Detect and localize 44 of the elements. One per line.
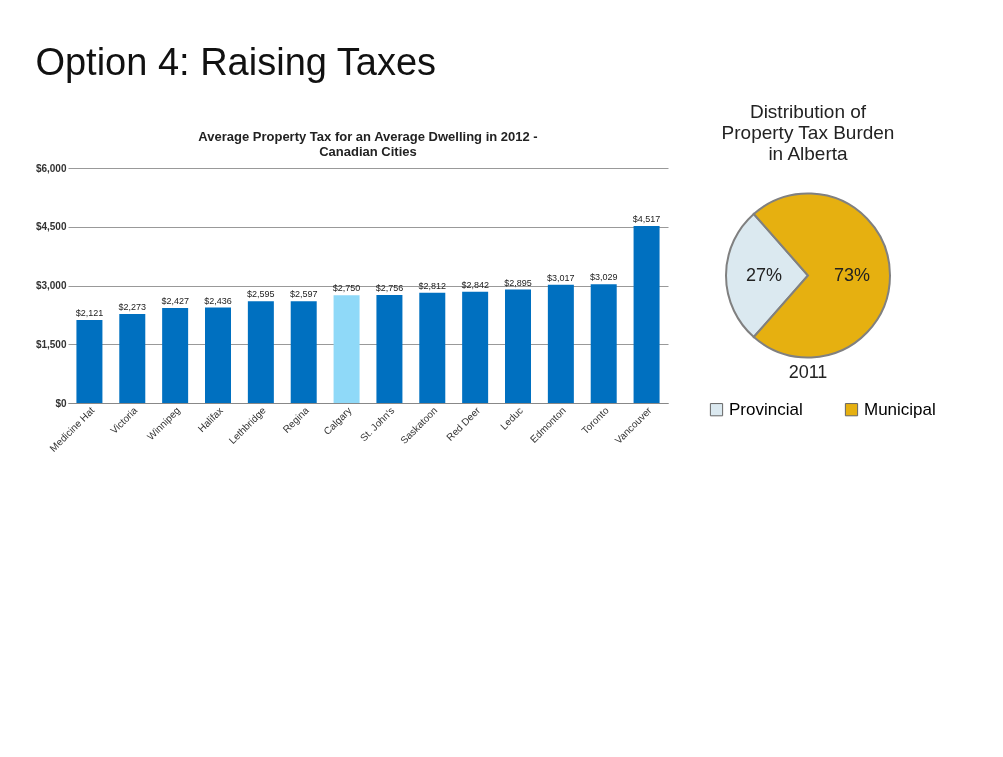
legend-label: Municipal xyxy=(864,399,936,419)
data-label: $2,436 xyxy=(204,295,232,306)
bar xyxy=(162,307,189,403)
bar xyxy=(547,284,574,403)
text: Average Property Tax for an Average Dwelling in 2012 - xyxy=(198,129,538,144)
data-label: $3,017 xyxy=(547,272,575,283)
data-label: $2,756 xyxy=(375,283,404,294)
data-label: $2,597 xyxy=(289,289,318,300)
data-label: $2,121 xyxy=(75,307,104,318)
bar xyxy=(633,226,660,403)
bar xyxy=(333,295,360,403)
bar xyxy=(419,292,446,403)
data-label: $2,750 xyxy=(332,283,361,294)
data-label: $2,842 xyxy=(461,279,489,290)
data-label: 73% xyxy=(833,264,871,285)
bar xyxy=(505,289,531,403)
data-label: $2,812 xyxy=(418,280,447,291)
text: Canadian Cities xyxy=(319,144,417,159)
legend-label: Provincial xyxy=(729,399,803,419)
bar xyxy=(119,313,146,403)
text: in Alberta xyxy=(768,143,848,164)
y-tick-label: $4,500 xyxy=(35,221,67,233)
text: Distribution of xyxy=(749,101,867,122)
y-tick-label: $6,000 xyxy=(35,162,67,174)
bar xyxy=(290,301,317,403)
text: 2011 xyxy=(788,362,828,382)
data-label: $3,029 xyxy=(589,272,618,283)
bar xyxy=(247,301,274,403)
data-label: $4,517 xyxy=(632,214,661,225)
y-tick-label: $0 xyxy=(55,397,67,409)
bar xyxy=(205,307,231,403)
y-tick-label: $3,000 xyxy=(35,280,67,291)
text: Property Tax Burden xyxy=(721,122,895,143)
text: Option 4: Raising Taxes xyxy=(35,41,437,83)
data-label: $2,895 xyxy=(504,277,532,288)
data-label: 27% xyxy=(745,264,783,285)
data-label: $2,273 xyxy=(118,301,147,312)
data-label: $2,427 xyxy=(161,295,189,306)
bar xyxy=(590,284,617,403)
y-tick-label: $1,500 xyxy=(35,338,67,350)
bar xyxy=(462,291,489,403)
bar xyxy=(76,319,103,403)
data-label: $2,595 xyxy=(247,289,275,300)
bar xyxy=(376,295,403,403)
